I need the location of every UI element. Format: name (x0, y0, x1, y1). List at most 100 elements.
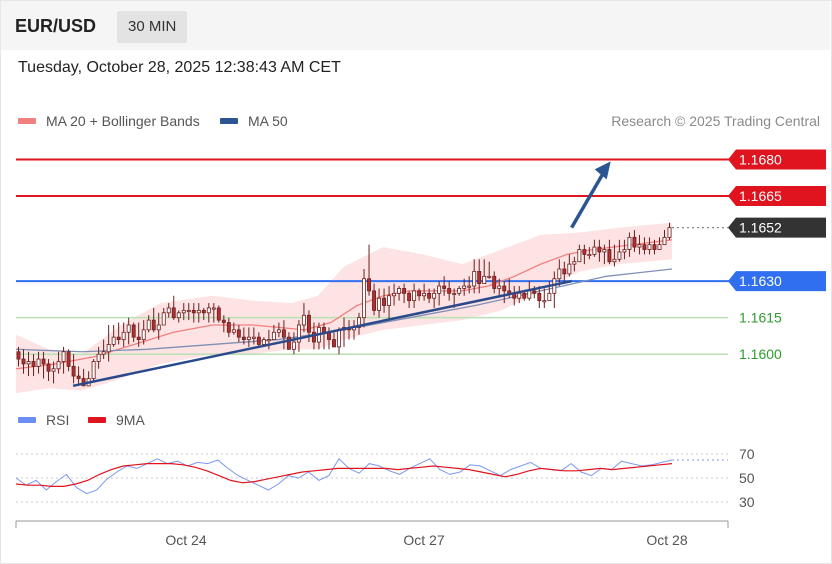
candle-body (637, 244, 642, 248)
rsi-ma-line (15, 463, 673, 487)
candle-body (487, 275, 492, 278)
candle-body (532, 290, 537, 294)
level-label-1.1652: 1.1652 (739, 220, 782, 236)
legend-rsi-ma: 9MA (88, 412, 145, 428)
candle-body (281, 329, 286, 338)
candle-body (517, 292, 522, 299)
legend-ma20: MA 20 + Bollinger Bands (18, 113, 200, 129)
candle-body (106, 344, 111, 353)
candle-body (256, 336, 261, 345)
candle-body (226, 322, 231, 333)
candle-body (101, 351, 106, 355)
candle-body (627, 236, 632, 250)
candle-body (141, 329, 146, 340)
candle-body (642, 244, 647, 250)
candle-body (21, 358, 26, 365)
candle-body (322, 327, 326, 333)
candle-body (96, 353, 101, 362)
candle-body (216, 307, 221, 321)
candle-body (166, 307, 171, 314)
candle-body (412, 290, 417, 302)
candle-body (572, 261, 577, 265)
candle-body (392, 292, 397, 297)
ma20-line (15, 239, 673, 370)
candle-body (452, 292, 457, 295)
candle-body (186, 309, 191, 312)
level-tag-1.1652 (728, 217, 826, 238)
candle-body (542, 300, 547, 303)
legend-rsi-label: RSI (46, 412, 70, 428)
candle-body (61, 351, 66, 362)
candle-body (41, 358, 46, 365)
candle-body (547, 292, 552, 302)
level-label-1.1680: 1.1680 (739, 151, 782, 167)
candle-body (477, 271, 482, 285)
timeframe-selector[interactable]: 30 MIN (117, 11, 188, 43)
research-credit: Research © 2025 Trading Central (611, 113, 820, 129)
candle-body (16, 351, 21, 360)
candle-body (432, 292, 437, 299)
candle-body (447, 288, 452, 294)
candle-body (502, 285, 507, 292)
candle-body (527, 290, 532, 299)
candle-body (312, 331, 316, 343)
candle-body (647, 244, 652, 250)
candle-body (146, 319, 151, 331)
candle-body (296, 324, 301, 343)
candle-body (156, 324, 161, 331)
candle-body (497, 285, 502, 289)
candle-body (372, 290, 376, 311)
candle-body (652, 244, 657, 250)
ma20-swatch (18, 118, 36, 124)
candle-body (617, 251, 622, 260)
candle-body (592, 246, 597, 255)
candle-body (332, 339, 336, 348)
legend-ma20-label: MA 20 + Bollinger Bands (46, 113, 200, 129)
candle-body (367, 278, 371, 292)
rsi-ma-swatch (88, 417, 106, 423)
candle-body (76, 375, 81, 379)
candle-body (482, 275, 487, 285)
candle-body (116, 336, 121, 340)
legend-rsi: RSI (18, 412, 69, 428)
candle-body (221, 319, 226, 323)
ma50-swatch (220, 118, 238, 124)
candle-body (246, 336, 251, 340)
candle-body (467, 285, 472, 288)
candle-body (337, 329, 341, 348)
candle-body (191, 309, 196, 314)
candle-body (427, 292, 432, 299)
legend-ma50-label: MA 50 (248, 113, 288, 129)
trendline (72, 279, 572, 388)
candle-body (36, 358, 41, 367)
candle-body (251, 336, 256, 339)
candle-body (577, 249, 582, 263)
candle-body (71, 365, 76, 377)
instrument-pair: EUR/USD (15, 16, 97, 36)
candle-body (462, 285, 467, 289)
candle-body (417, 290, 422, 297)
candle-body (46, 363, 51, 372)
candle-body (457, 288, 462, 294)
level-label-1.1600: 1.1600 (739, 346, 782, 362)
candle-body (51, 368, 56, 372)
candle-body (382, 297, 387, 306)
candle-body (562, 268, 567, 275)
candle-body (181, 309, 186, 314)
candle-body (662, 236, 667, 246)
candle-body (492, 275, 497, 289)
candle-body (261, 339, 266, 345)
candle-body (472, 271, 477, 287)
candle-body (26, 361, 31, 365)
candle-body (56, 361, 61, 370)
candle-body (407, 292, 412, 302)
candle-body (357, 317, 361, 328)
rsi-tick-label: 30 (739, 494, 755, 510)
candle-body (422, 292, 427, 297)
candle-body (31, 361, 36, 367)
candle-body (632, 236, 637, 248)
candle-body (161, 312, 166, 326)
candle-body (171, 307, 176, 319)
legend-ma50: MA 50 (220, 113, 288, 129)
